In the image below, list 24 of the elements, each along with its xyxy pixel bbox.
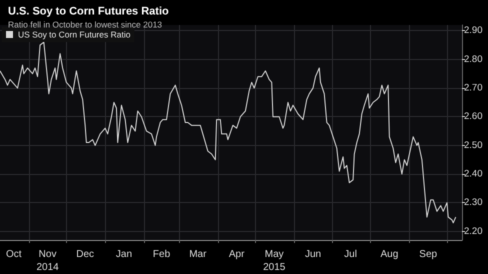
x-tick-label: Dec xyxy=(76,249,94,260)
x-tick-label: May 2015 xyxy=(263,249,286,273)
line-series xyxy=(0,42,456,224)
x-tick-label: Apr xyxy=(228,249,246,260)
x-tick-label: Jul xyxy=(344,249,357,260)
y-tick-label: 2.20 xyxy=(464,226,482,237)
chart-subtitle: Ratio fell in October to lowest since 2013 xyxy=(8,20,162,30)
x-tick-label: Mar xyxy=(189,249,208,260)
y-tick-label: 2.90 xyxy=(464,25,482,36)
y-tick-label: 2.70 xyxy=(464,82,482,94)
y-tick-label: 2.60 xyxy=(464,111,482,122)
y-tick-label: 2.80 xyxy=(464,54,482,65)
x-tick-label: Feb xyxy=(152,249,171,260)
x-tick-label: Sep xyxy=(419,249,438,260)
x-tick-label: Jan xyxy=(116,249,132,260)
x-tick-label: Oct xyxy=(6,249,22,260)
y-tick-label: 2.50 xyxy=(464,140,482,151)
y-tick-label: 2.40 xyxy=(464,168,482,180)
x-tick-label: Jun xyxy=(304,249,322,260)
x-tick-label: Aug xyxy=(380,249,398,260)
x-tick-label: Nov 2014 xyxy=(36,249,60,273)
chart-title: U.S. Soy to Corn Futures Ratio xyxy=(8,6,170,18)
y-tick-label: 2.30 xyxy=(464,197,482,208)
legend-label: US Soy to Corn Futures Ratio xyxy=(18,30,131,40)
